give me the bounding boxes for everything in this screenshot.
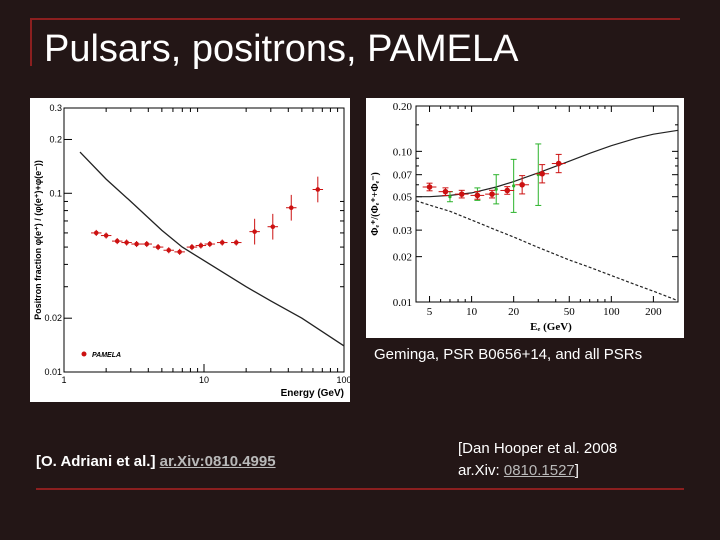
arxiv-link-hooper[interactable]: 0810.1527	[503, 462, 575, 479]
legend-marker	[81, 351, 87, 357]
right-plot-frame	[415, 105, 679, 303]
pamela-data-point	[166, 247, 172, 253]
right-plot-caption: Geminga, PSR B0656+14, and all PSRs	[374, 346, 643, 363]
pamela-data-point	[155, 244, 161, 250]
green-data-point	[494, 187, 498, 191]
pamela-data-point	[539, 170, 545, 177]
pamela-data-point	[134, 241, 139, 247]
pamela-data-point	[189, 244, 195, 250]
title-frame-top	[30, 18, 680, 20]
x-tick-label: 200	[645, 306, 662, 318]
green-data-point	[512, 184, 516, 188]
secondary-background-curve	[415, 200, 679, 302]
pamela-data-point	[144, 241, 150, 247]
pamela-data-point	[474, 192, 481, 199]
y-tick-label: 0.02	[393, 252, 412, 264]
pamela-data-point	[270, 224, 276, 230]
reference-hooper-suffix: ]	[574, 462, 579, 479]
pamela-data-point	[114, 238, 120, 244]
reference-hooper-line1: [Dan Hooper et al. 2008	[458, 440, 618, 457]
y-tick-label: 0.2	[49, 134, 62, 144]
y-axis-label: Positron fraction φ(e⁺) / (φ(e⁺)+φ(e⁻))	[33, 160, 43, 320]
reference-adriani: [O. Adriani et al.] ar.Xiv:0810.4995	[36, 453, 276, 470]
pamela-data-point	[442, 188, 449, 195]
y-axis-label: Φₑ⁺/(Φₑ⁺+Φₑ⁻)	[370, 172, 381, 236]
pamela-data-point	[458, 191, 465, 197]
pamela-data-point	[519, 181, 525, 188]
left-plot-frame	[63, 107, 345, 373]
y-tick-label: 0.01	[44, 367, 62, 377]
pamela-data-point	[124, 240, 129, 245]
pamela-data-point	[207, 241, 213, 247]
pamela-data-point	[198, 243, 204, 248]
pamela-data-point	[219, 240, 225, 245]
pamela-data-point	[233, 240, 239, 245]
reference-adriani-authors: [O. Adriani et al.]	[36, 453, 156, 470]
y-tick-label: 0.3	[49, 103, 62, 113]
x-tick-label: 100	[336, 375, 350, 385]
y-tick-label: 0.10	[393, 146, 413, 158]
title-frame-left	[30, 18, 32, 66]
x-tick-label: 10	[466, 306, 478, 318]
slide-title: Pulsars, positrons, PAMELA	[44, 28, 519, 70]
pamela-data-point	[426, 184, 433, 190]
arxiv-link-adriani[interactable]: ar.Xiv:0810.4995	[159, 453, 276, 470]
model-curve	[79, 151, 345, 347]
y-tick-label: 0.02	[44, 313, 62, 323]
pamela-data-point	[93, 230, 99, 236]
x-axis-label: Energy (GeV)	[281, 388, 344, 399]
y-tick-label: 0.05	[393, 192, 413, 204]
y-tick-label: 0.01	[393, 297, 412, 309]
pamela-data-point	[103, 233, 109, 238]
pamela-data-point	[315, 187, 321, 192]
y-tick-label: 0.03	[393, 225, 413, 237]
x-tick-label: 10	[199, 375, 209, 385]
hooper-pulsar-model-plot: 5 10 20 50 100 200 0.01 0.02 0.03 0.05 0.07 0.10 0.2…	[366, 98, 684, 338]
pulsar-model-curve	[416, 129, 679, 198]
green-data-point	[448, 195, 452, 199]
x-tick-label: 1	[61, 375, 66, 385]
x-axis-label: Eₑ (GeV)	[530, 321, 572, 333]
reference-hooper: [Dan Hooper et al. 2008 ar.Xiv: 0810.152…	[458, 438, 617, 482]
x-tick-label: 100	[603, 306, 620, 318]
pamela-data-point	[504, 187, 511, 194]
reference-hooper-prefix: ar.Xiv:	[458, 462, 504, 479]
y-tick-label: 0.07	[393, 170, 413, 182]
y-tick-label: 0.1	[49, 188, 62, 198]
x-tick-label: 20	[508, 306, 520, 318]
pamela-data-point	[489, 191, 495, 197]
y-tick-label: 0.20	[393, 101, 413, 113]
pamela-positron-fraction-plot: 1 10 100 0.01 0.02 0.1 0.2 0.3 Energy (GeV) Posit…	[30, 98, 350, 402]
pamela-data-point	[252, 229, 257, 234]
legend-label: PAMELA	[92, 352, 121, 359]
x-tick-label: 5	[427, 306, 433, 318]
pamela-data-point	[177, 249, 182, 255]
reference-hooper-line2: ar.Xiv: 0810.1527]	[458, 460, 617, 482]
pamela-data-point	[288, 205, 294, 211]
pamela-data-point	[555, 160, 562, 167]
x-tick-label: 50	[564, 306, 576, 318]
bottom-divider	[36, 488, 684, 490]
